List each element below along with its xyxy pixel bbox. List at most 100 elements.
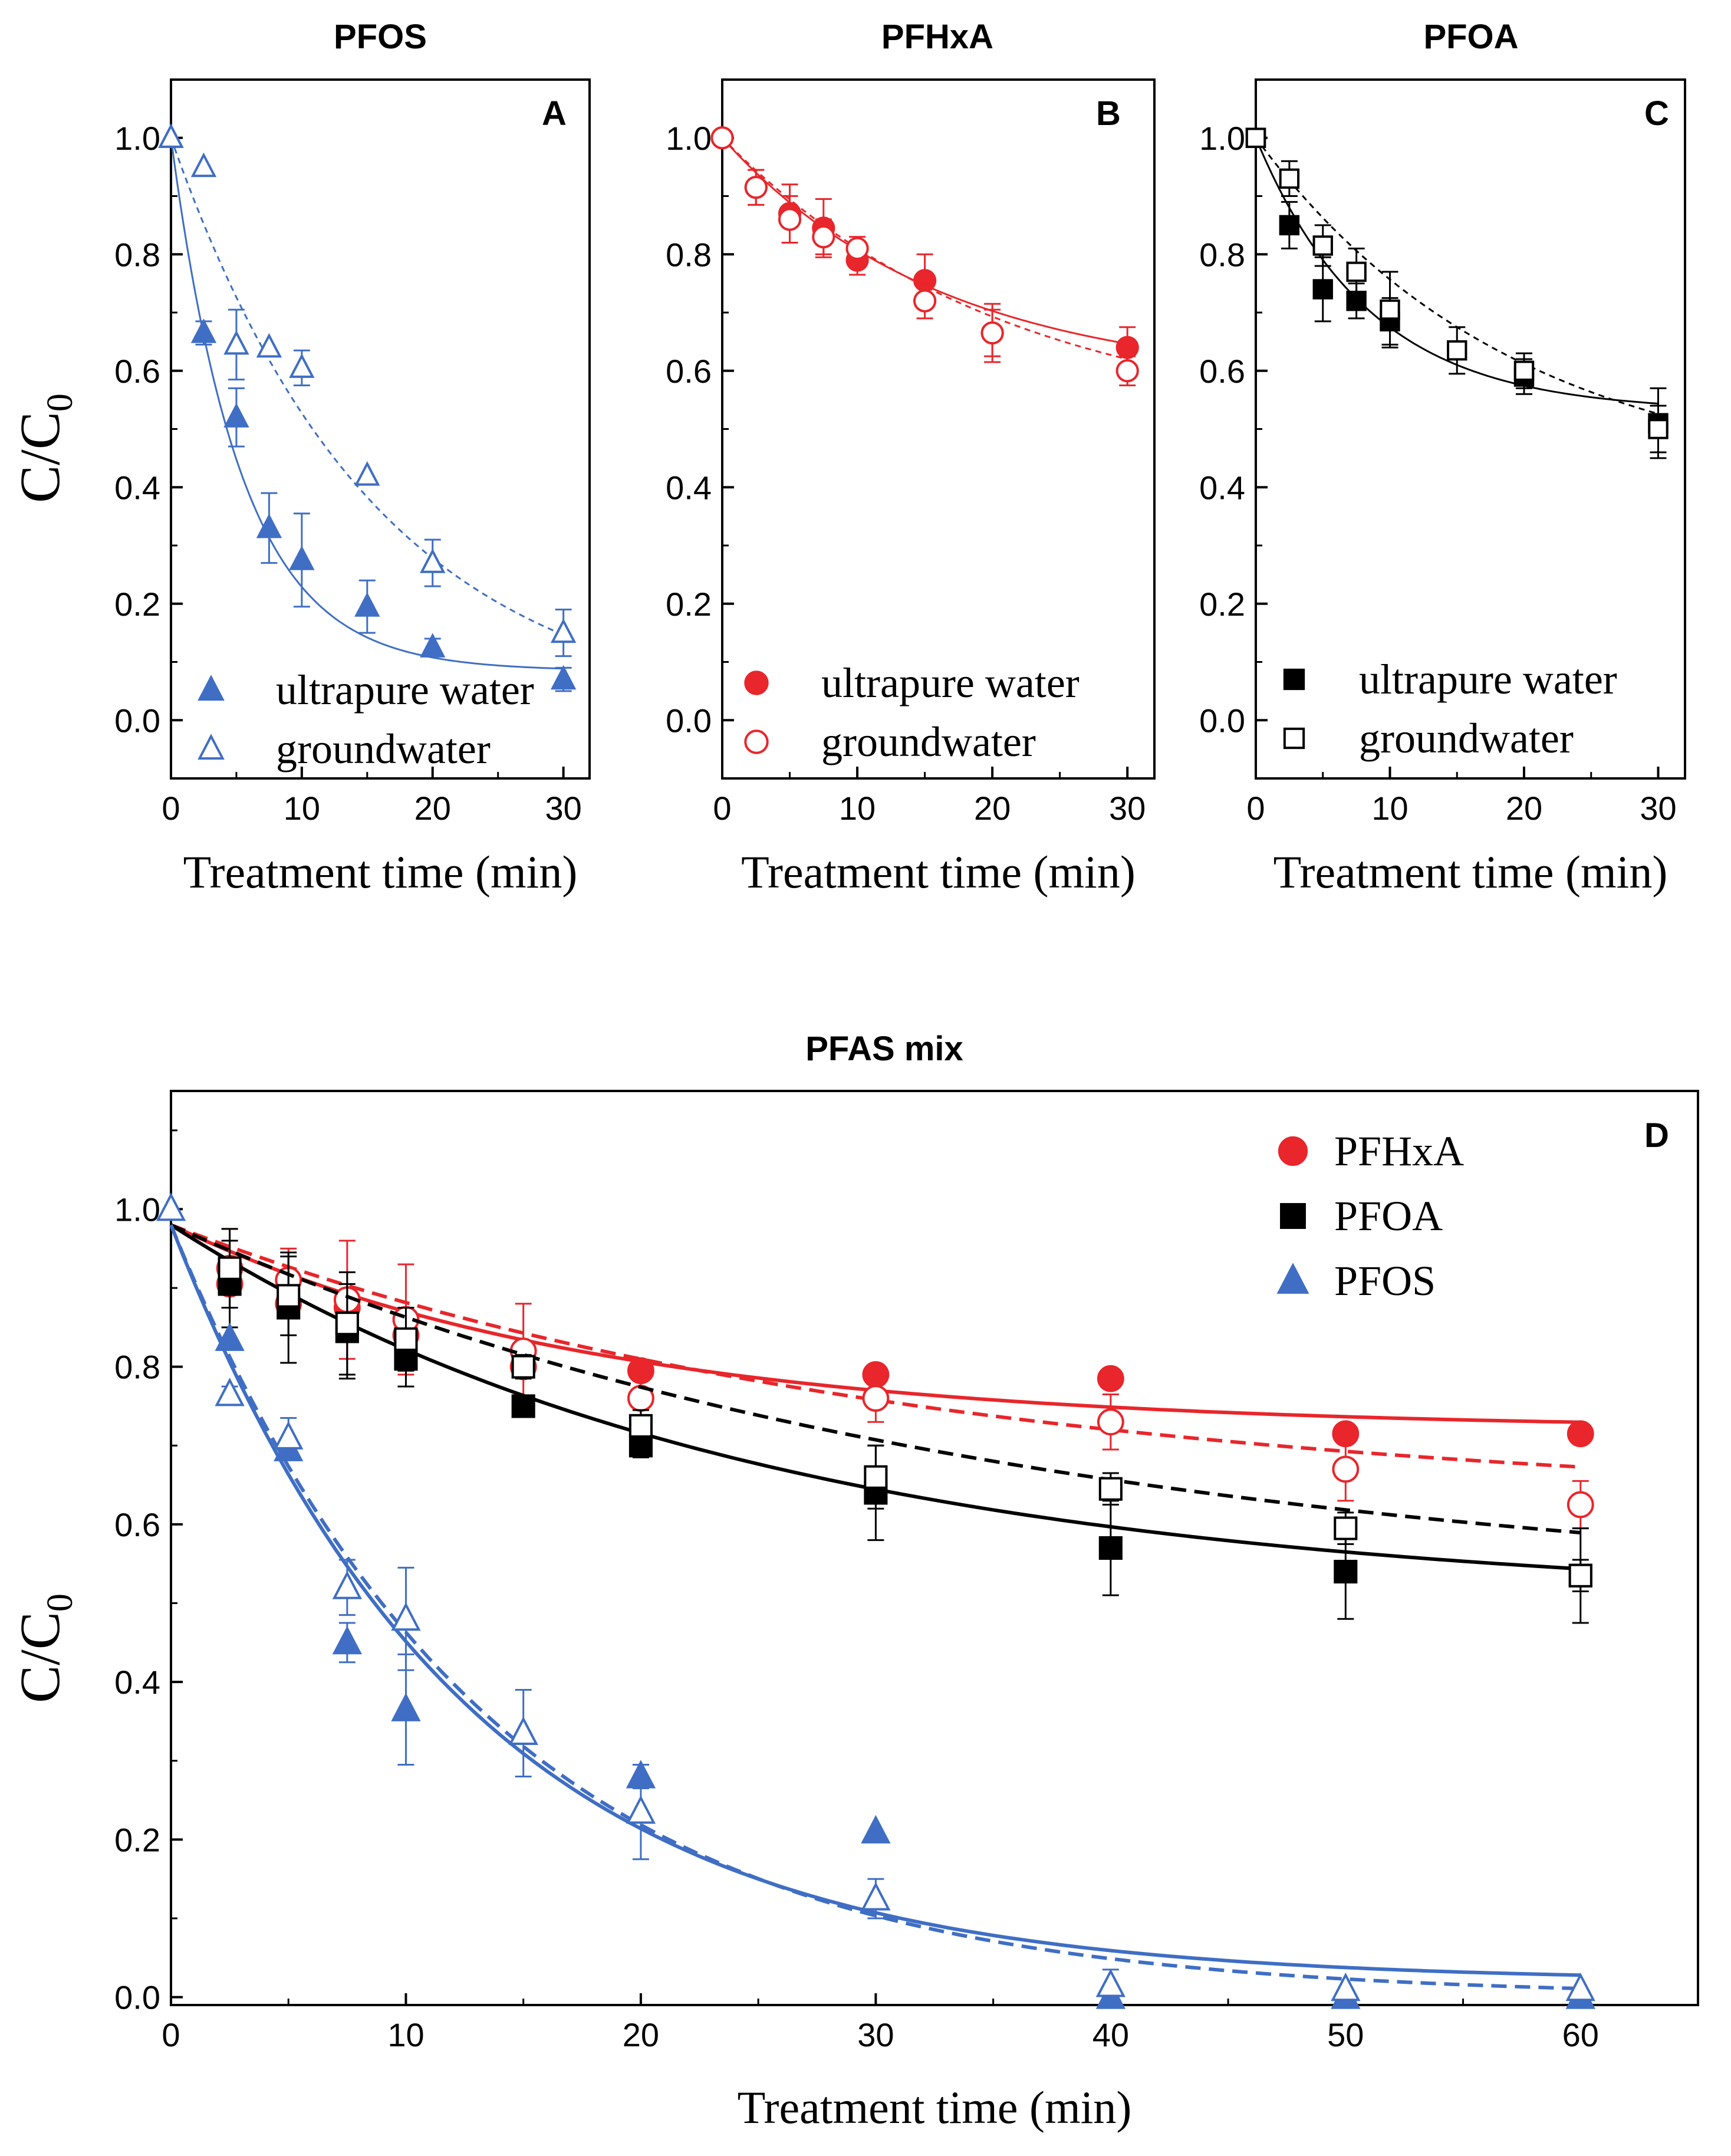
data-point bbox=[628, 1414, 653, 1438]
panel-title: PFOS bbox=[334, 18, 427, 56]
y-tick-label: 0.2 bbox=[114, 1821, 160, 1858]
legend-marker bbox=[1283, 668, 1305, 691]
y-tick-label: 0.8 bbox=[1199, 236, 1245, 273]
data-point bbox=[744, 176, 768, 199]
series-pfos-open bbox=[156, 1192, 1595, 2002]
data-point bbox=[864, 1465, 888, 1489]
data-point bbox=[354, 592, 380, 617]
fit-curve bbox=[170, 1223, 1581, 1534]
data-point bbox=[710, 126, 734, 150]
y-axis-label-sub: 0 bbox=[40, 1593, 80, 1612]
data-point bbox=[256, 333, 282, 358]
data-point bbox=[862, 1385, 890, 1412]
data-point bbox=[420, 633, 446, 658]
data-point bbox=[1331, 1973, 1361, 2001]
data-point bbox=[1115, 336, 1139, 359]
x-tick-label: 30 bbox=[545, 790, 581, 827]
y-tick-label: 0.6 bbox=[1199, 353, 1245, 390]
data-point bbox=[861, 1815, 891, 1843]
x-axis-label: Treatment time (min) bbox=[741, 846, 1136, 898]
data-point bbox=[1312, 235, 1333, 256]
y-tick-label: 0.6 bbox=[114, 353, 160, 390]
data-point bbox=[1279, 168, 1300, 189]
y-axis-label-main: C/C bbox=[8, 412, 71, 503]
x-tick-label: 40 bbox=[1092, 2016, 1129, 2053]
data-point bbox=[861, 1882, 891, 1911]
x-tick-label: 20 bbox=[1506, 790, 1542, 827]
x-tick-label: 0 bbox=[1246, 790, 1265, 827]
x-tick-label: 0 bbox=[162, 790, 180, 827]
panel-letter: C bbox=[1644, 94, 1669, 133]
x-tick-label: 20 bbox=[623, 2016, 659, 2053]
data-point bbox=[626, 1795, 656, 1824]
legend: ultrapure water groundwater bbox=[744, 659, 1080, 765]
series-pfos-filled bbox=[169, 1224, 1595, 2009]
data-point bbox=[289, 353, 315, 378]
legend-marker bbox=[1280, 1203, 1306, 1229]
series-pfoa-filled bbox=[1245, 127, 1669, 459]
data-point bbox=[1648, 419, 1669, 439]
data-point bbox=[1565, 1973, 1595, 2001]
data-point bbox=[1334, 1516, 1358, 1540]
legend: PFHxA PFOA PFOS bbox=[1276, 1128, 1464, 1304]
data-point bbox=[1098, 1477, 1123, 1501]
y-tick-label: 0.0 bbox=[666, 702, 712, 739]
y-tick-label: 1.0 bbox=[666, 120, 712, 157]
x-axis-label: Treatment time (min) bbox=[738, 2082, 1132, 2133]
data-point bbox=[1279, 215, 1300, 236]
data-point bbox=[1513, 360, 1535, 381]
y-tick-label: 0.2 bbox=[666, 586, 712, 623]
panel-title: PFHxA bbox=[881, 18, 993, 56]
data-point bbox=[1097, 1365, 1124, 1392]
x-tick-label: 30 bbox=[1640, 790, 1676, 827]
data-point bbox=[158, 123, 184, 148]
panel-letter: D bbox=[1644, 1116, 1669, 1155]
series-pfoa-open bbox=[170, 1223, 1592, 1592]
panel-b: PFHxA B 0 10 20 30 0.0 0.2 0.4 0.6 0.8 1.0 Treatment… bbox=[666, 18, 1156, 898]
x-axis-label: Treatment time (min) bbox=[1273, 846, 1668, 898]
y-tick-label: 0.6 bbox=[114, 1506, 160, 1543]
y-tick-label: 0.6 bbox=[666, 353, 712, 390]
panel-title: PFOA bbox=[1423, 18, 1518, 56]
legend-marker bbox=[198, 675, 225, 701]
data-point bbox=[1567, 1491, 1594, 1519]
data-point bbox=[223, 403, 249, 428]
x-axis-label: Treatment time (min) bbox=[183, 846, 578, 898]
data-point bbox=[1332, 1455, 1360, 1483]
y-axis-label: C/C0 bbox=[8, 393, 80, 503]
data-point bbox=[354, 461, 380, 486]
panel-c: PFOA C 0 10 20 30 0.0 0.2 0.4 0.6 0.8 1.0 Treatment … bbox=[1199, 18, 1686, 898]
data-point bbox=[1312, 279, 1333, 300]
legend: ultrapure water groundwater bbox=[198, 666, 534, 773]
x-tick-label: 0 bbox=[713, 790, 731, 827]
data-point bbox=[1334, 1560, 1358, 1584]
y-axis-label-sub: 0 bbox=[40, 393, 80, 412]
data-point bbox=[332, 1626, 362, 1655]
data-point bbox=[980, 321, 1004, 345]
y-tick-label: 0.0 bbox=[114, 702, 160, 739]
x-tick-label: 10 bbox=[387, 2016, 424, 2053]
series-pfhxa-open bbox=[710, 126, 1139, 386]
data-point bbox=[511, 1355, 535, 1379]
data-point bbox=[1115, 359, 1139, 383]
x-tick-label: 10 bbox=[1371, 790, 1408, 827]
data-point bbox=[215, 1378, 245, 1406]
legend-marker bbox=[744, 729, 769, 754]
data-point bbox=[1097, 1408, 1124, 1436]
data-point bbox=[277, 1284, 301, 1308]
legend-marker bbox=[1276, 1263, 1309, 1294]
data-point bbox=[289, 545, 315, 570]
panel-title: PFAS mix bbox=[805, 1030, 963, 1068]
panel-letter: B bbox=[1096, 94, 1121, 133]
y-tick-label: 0.4 bbox=[1199, 469, 1245, 506]
x-tick-label: 30 bbox=[857, 2016, 894, 2053]
legend-label: ultrapure water bbox=[1359, 656, 1617, 703]
data-point bbox=[550, 665, 577, 690]
legend-marker bbox=[198, 734, 225, 760]
data-point bbox=[190, 152, 217, 178]
x-tick-label: 30 bbox=[1109, 790, 1146, 827]
y-tick-label: 0.4 bbox=[666, 469, 712, 506]
fit-curve bbox=[170, 137, 564, 670]
data-point bbox=[845, 236, 869, 260]
